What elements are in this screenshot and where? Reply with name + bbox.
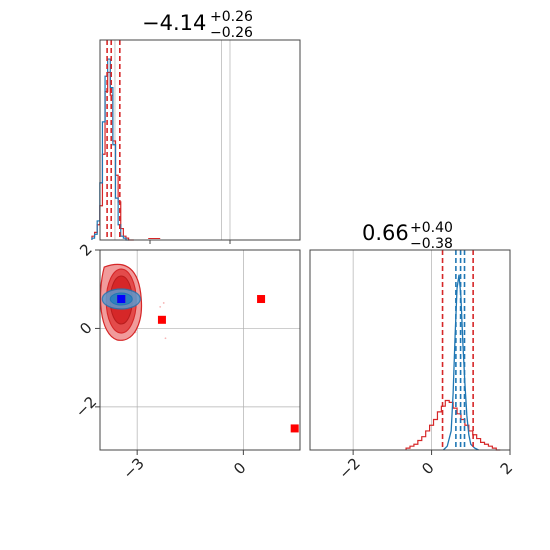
p2-scatter-point-5 xyxy=(159,305,162,308)
p3-xtick-0-ticklabel: −2 xyxy=(335,454,363,482)
marginal-panel-param-1 xyxy=(91,39,301,244)
p2-truth-marker-3 xyxy=(290,424,299,433)
title-param-1-plus: +0.26 xyxy=(210,9,253,25)
p2-best-fit-marker xyxy=(117,295,126,304)
p3-xtick-1-ticklabel: 0 xyxy=(418,459,437,478)
p3-blue-curve xyxy=(442,274,479,451)
p3-xtick-2-ticklabel: 2 xyxy=(497,459,516,478)
p1-frame xyxy=(99,39,301,241)
p2-scatter-point-6 xyxy=(164,337,167,340)
p2-frame xyxy=(99,249,301,451)
p2-scatter-point-7 xyxy=(162,302,165,304)
title-param-2-value: 0.66 xyxy=(362,221,409,245)
title-param-2: 0.66 +0.40 −0.38 xyxy=(362,220,453,252)
p2-truth-marker-2 xyxy=(257,295,266,304)
p1-blue-histogram xyxy=(91,58,129,241)
p3-red-histogram xyxy=(405,399,501,451)
title-param-2-minus: −0.38 xyxy=(410,236,453,252)
p2-truth-marker-1 xyxy=(157,315,166,324)
title-param-2-plus: +0.40 xyxy=(410,220,453,236)
p2-xtick-0-ticklabel: −3 xyxy=(119,454,147,482)
title-param-1-minus: −0.26 xyxy=(210,25,253,41)
title-param-1: −4.14 +0.26 −0.26 xyxy=(142,9,253,41)
title-param-1-value: −4.14 xyxy=(142,11,206,35)
p2-ytick-0-ticklabel: −2 xyxy=(72,393,100,421)
p2-xtick-1-ticklabel: 0 xyxy=(230,459,249,478)
p3-frame xyxy=(309,249,511,451)
joint-panel-param-1-param-2: −3 0 −2 0 2 xyxy=(72,240,301,483)
p2-ytick-1-ticklabel: 0 xyxy=(76,319,95,338)
marginal-panel-param-2: −2 0 2 xyxy=(309,249,516,483)
p2-ytick-2-ticklabel: 2 xyxy=(76,240,95,259)
